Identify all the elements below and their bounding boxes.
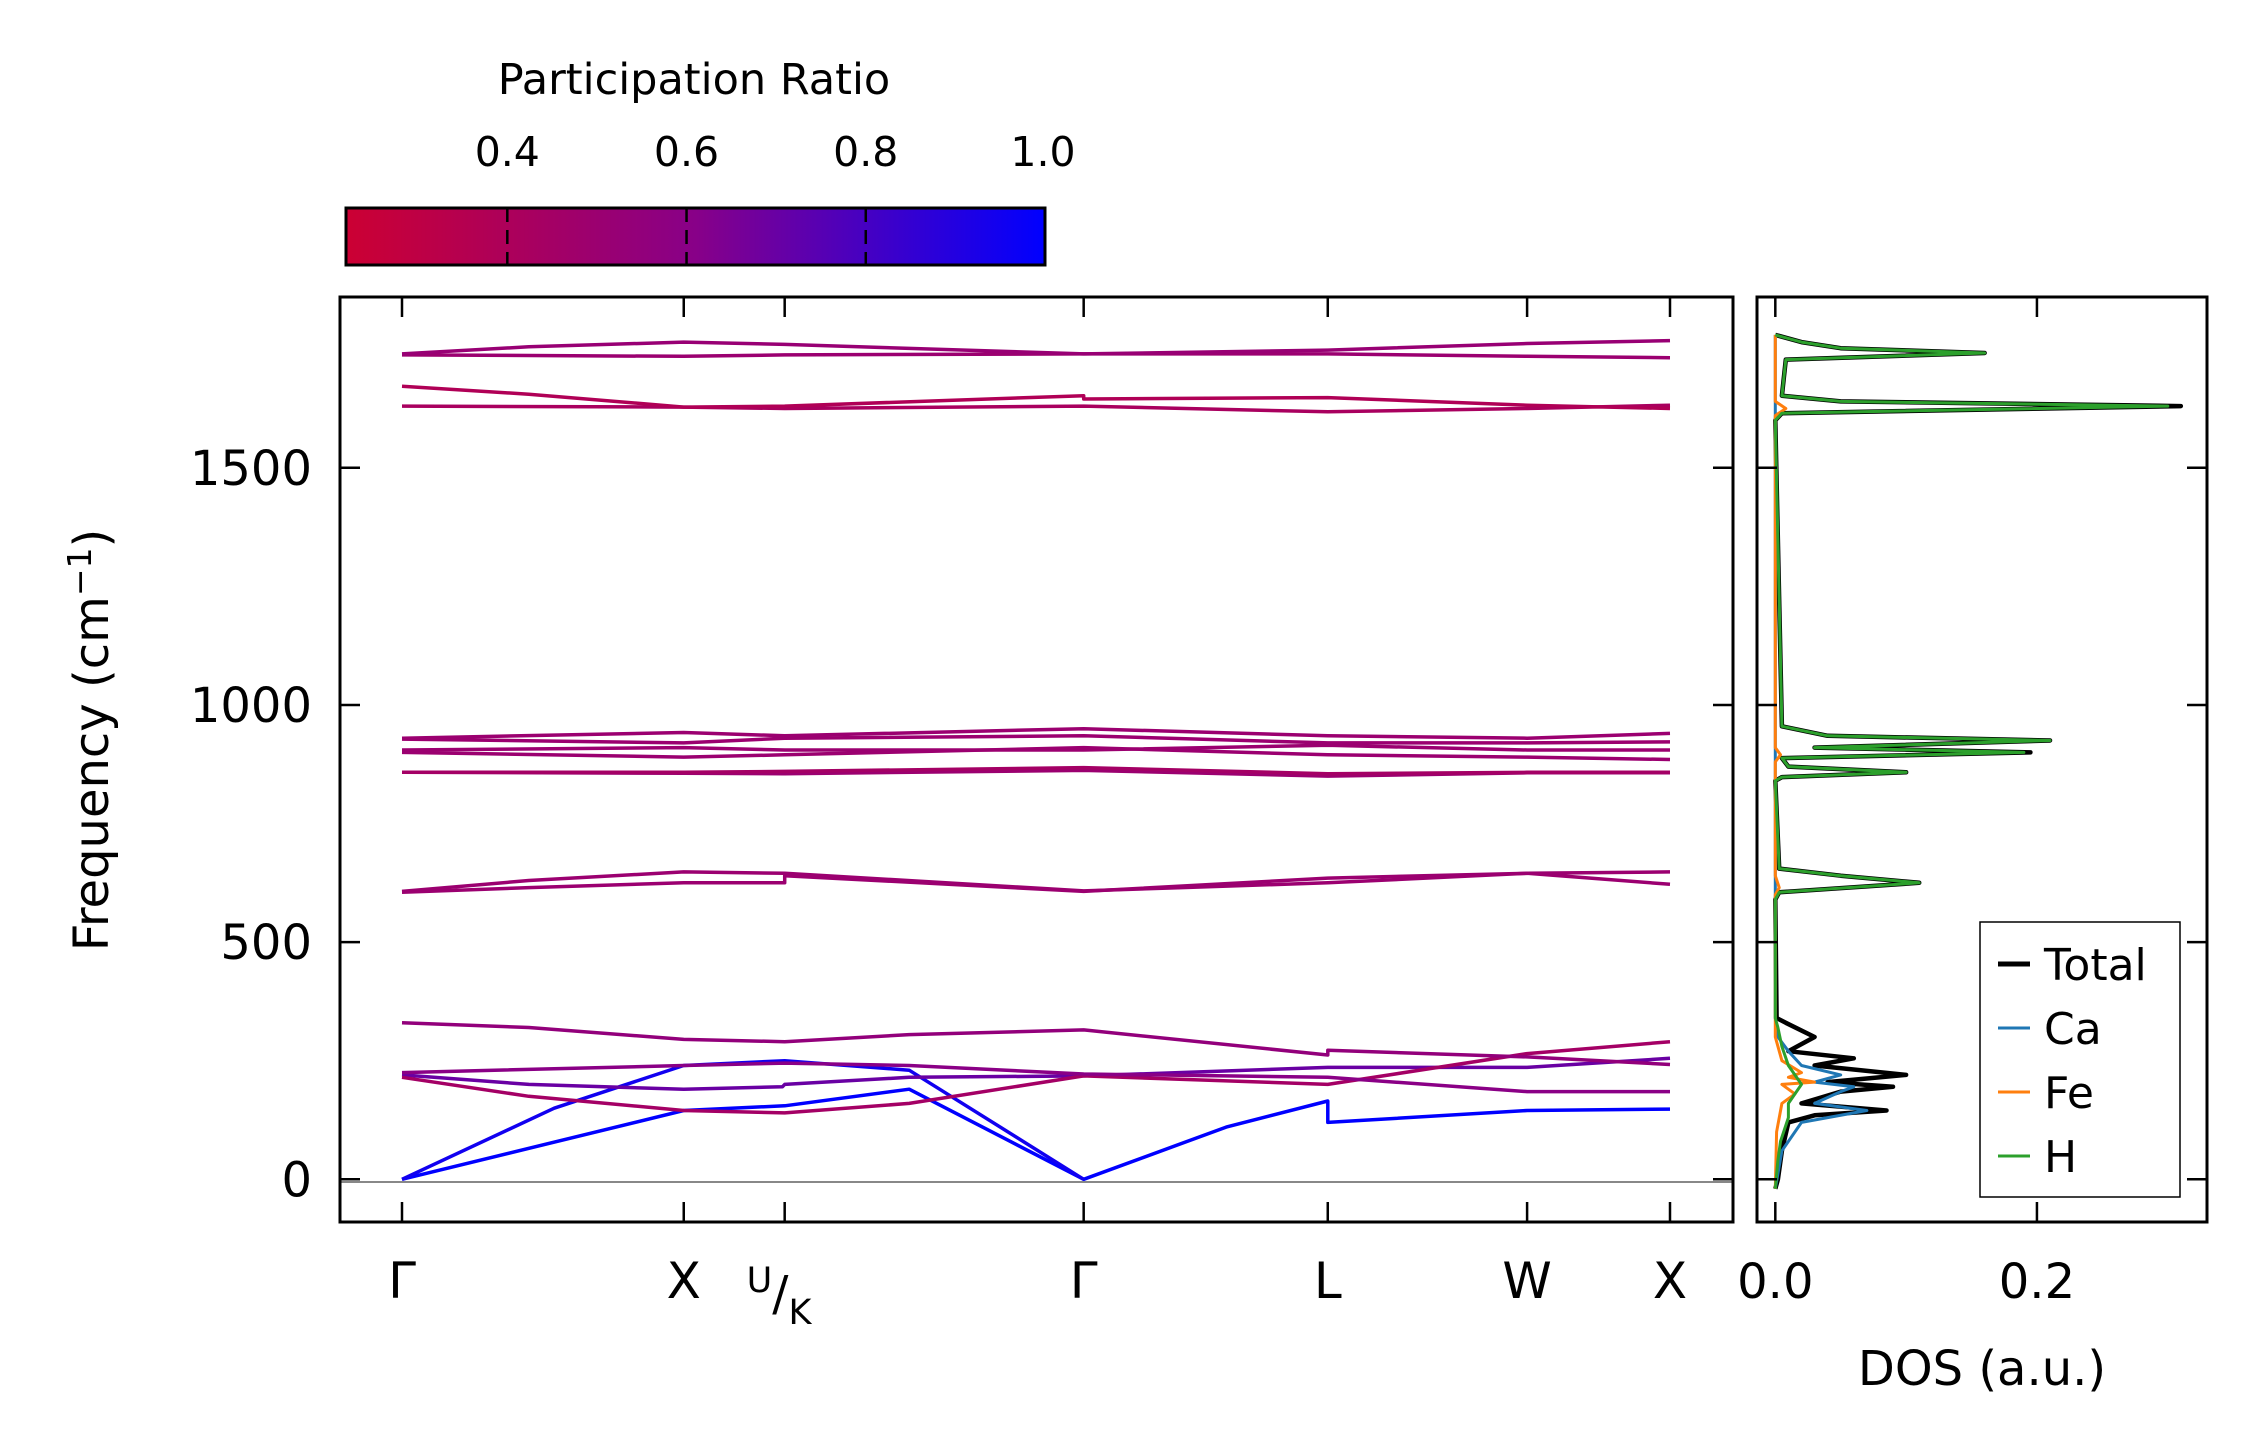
dos-x-tick-label: 0.2 (1999, 1254, 2075, 1310)
dos-x-axis-label: DOS (a.u.) (1858, 1341, 2106, 1397)
dos-fe (1773, 334, 1817, 1189)
k-point-label: W (1502, 1252, 1551, 1310)
y-tick-label: 1500 (190, 441, 312, 497)
colorbar-ticks: 0.4 0.6 0.8 1.0 (475, 128, 1076, 265)
dos-curves (1773, 332, 2184, 1190)
y-tick-label: 500 (220, 915, 312, 971)
legend-label: H (2044, 1132, 2077, 1183)
y-axis-label-close: ) (64, 529, 120, 548)
colorbar-tick-label: 0.6 (654, 128, 719, 176)
colorbar-tick-label: 0.8 (833, 128, 898, 176)
y-axis-ticks: 0 500 1000 1500 (190, 441, 1733, 1208)
k-point-label: Γ (1070, 1252, 1098, 1310)
legend-frame (1979, 921, 2181, 1198)
k-path-ticks: Γ X U/K Γ L W X (388, 297, 1687, 1333)
colorbar-tick-label: 0.4 (475, 128, 540, 176)
band-optic-low-3 (401, 1021, 1671, 1067)
band-band-1620 (401, 403, 1671, 414)
y-axis-label-unit: −1 (60, 547, 99, 596)
band-band-910 (401, 743, 1670, 752)
band-band-870 (402, 765, 1670, 776)
legend-items: Total Ca Fe H (1998, 940, 2147, 1183)
legend-label: Fe (2044, 1068, 2094, 1119)
k-point-label: Γ (388, 1252, 416, 1310)
k-point-label: U/K (747, 1261, 813, 1333)
k-point-label-main: U (747, 1261, 773, 1301)
band-band-940 (401, 726, 1671, 740)
band-optic-low-2 (401, 1061, 1670, 1094)
legend-label: Total (2043, 940, 2147, 991)
dos-x-tick-label: 0.0 (1737, 1254, 1813, 1310)
colorbar-gradient (344, 206, 1047, 267)
colorbar-tick-label: 1.0 (1010, 128, 1075, 176)
band-structure-panel: 0 500 1000 1500 Γ X U/K Γ L W X Frequency (cm−1) (60, 295, 1735, 1333)
dos-h (1773, 333, 2170, 1189)
k-point-label: X (667, 1252, 701, 1310)
band-axes-frame (338, 295, 1735, 1224)
band-acoustic-2 (401, 1058, 1085, 1181)
band-band-925 (401, 734, 1671, 745)
k-point-label-slash: / (772, 1266, 789, 1322)
y-axis-label: Frequency (cm−1) (60, 529, 120, 952)
dos-axes-frame (1755, 295, 2209, 1224)
band-optic-low-1 (401, 1039, 1671, 1115)
dos-legend: Total Ca Fe H (1979, 921, 2181, 1198)
y-axis-label-main: Frequency (cm (64, 596, 120, 951)
band-band-1735 (401, 352, 1671, 360)
band-band-600-2 (401, 870, 1671, 894)
band-acoustic-1 (401, 1087, 1671, 1182)
k-point-label-sub: K (788, 1293, 812, 1333)
legend-label: Ca (2044, 1004, 2102, 1055)
band-band-1660 (401, 384, 1671, 411)
y-tick-label: 1000 (190, 678, 312, 734)
band-band-890 (401, 745, 1671, 762)
y-tick-label: 0 (281, 1152, 312, 1208)
dos-axis-ticks: 0.0 0.2 (1737, 297, 2207, 1310)
band-band-1740 (401, 338, 1671, 356)
k-point-label: L (1314, 1252, 1342, 1310)
dos-ca (1773, 334, 1869, 1190)
phonon-bands (401, 338, 1671, 1182)
colorbar: Participation Ratio 0.4 0.6 0.8 1.0 (344, 55, 1076, 267)
dos-panel: 0.0 0.2 DOS (a.u.) Total Ca Fe H (1737, 295, 2209, 1397)
colorbar-label: Participation Ratio (498, 55, 891, 105)
k-point-label: X (1653, 1252, 1687, 1310)
